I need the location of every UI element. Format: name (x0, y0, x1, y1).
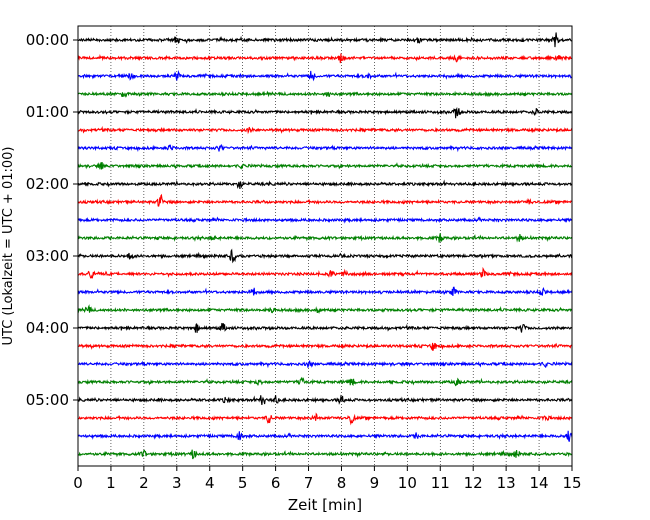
trace-05:45 (77, 449, 573, 460)
trace-02:30 (77, 216, 573, 224)
trace-04:15 (77, 342, 573, 351)
trace-04:45 (77, 376, 573, 387)
x-tick-label: 13 (497, 474, 516, 492)
y-axis-label: UTC (Lokalzeit = UTC + 01:00) (1, 147, 16, 346)
trace-01:45 (77, 162, 573, 170)
trace-04:00 (77, 322, 573, 333)
trace-00:30 (77, 69, 573, 82)
trace-03:30 (77, 286, 573, 297)
x-tick-label: 10 (398, 474, 417, 492)
trace-03:45 (77, 304, 573, 314)
plot-frame (77, 25, 573, 467)
y-tick-label: 02:00 (26, 175, 69, 193)
x-tick-label: 0 (73, 474, 83, 492)
x-tick-label: 3 (172, 474, 182, 492)
trace-00:45 (77, 90, 573, 98)
x-tick-label: 14 (530, 474, 549, 492)
y-axis: 00:00 01:00 02:00 03:00 04:00 05:00 (26, 31, 78, 409)
y-tick-label: 04:00 (26, 319, 69, 337)
x-tick-label: 7 (304, 474, 314, 492)
x-axis-label: Zeit [min] (288, 496, 362, 514)
x-tick-label: 6 (271, 474, 281, 492)
y-tick-label: 01:00 (26, 103, 69, 121)
trace-03:15 (78, 266, 573, 279)
x-tick-label: 1 (106, 474, 116, 492)
grid-lines (110, 26, 540, 466)
x-tick-label: 11 (431, 474, 450, 492)
x-axis: 0 1 2 3 4 5 6 7 8 9 10 11 12 13 14 15 (73, 466, 582, 492)
y-tick-label: 05:00 (26, 391, 69, 409)
x-tick-label: 2 (139, 474, 149, 492)
x-tick-label: 12 (464, 474, 483, 492)
traces (77, 32, 573, 460)
x-tick-label: 15 (562, 474, 581, 492)
trace-05:30 (77, 430, 573, 442)
trace-00:00 (77, 32, 573, 48)
trace-00:15 (77, 53, 573, 64)
trace-05:15 (77, 412, 573, 426)
y-tick-label: 00:00 (26, 31, 69, 49)
y-tick-label: 03:00 (26, 247, 69, 265)
trace-01:15 (77, 125, 573, 135)
trace-02:15 (77, 193, 573, 207)
x-tick-label: 5 (238, 474, 248, 492)
trace-02:45 (77, 233, 573, 243)
trace-03:00 (77, 248, 573, 264)
x-tick-label: 9 (370, 474, 380, 492)
x-tick-label: 8 (337, 474, 347, 492)
trace-01:00 (77, 106, 573, 119)
trace-02:00 (77, 179, 573, 190)
x-tick-label: 4 (205, 474, 215, 492)
trace-04:30 (77, 360, 573, 369)
trace-05:00 (77, 394, 573, 405)
trace-01:30 (77, 143, 573, 153)
